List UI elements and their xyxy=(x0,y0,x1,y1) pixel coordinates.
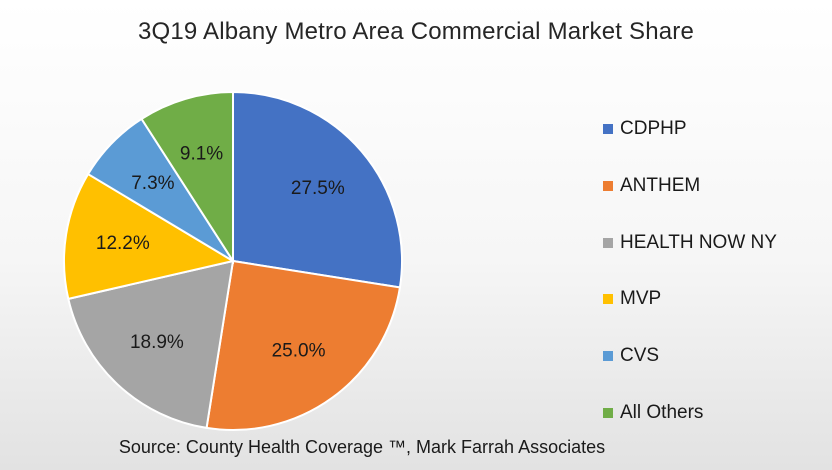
chart-title: 3Q19 Albany Metro Area Commercial Market… xyxy=(137,18,695,45)
data-label-cvs: 7.3% xyxy=(131,173,174,194)
pie-slice-mvp xyxy=(63,172,236,301)
data-label-cdphp: 27.5% xyxy=(291,178,345,199)
pie-slice-health-now-ny xyxy=(67,259,235,430)
data-label-all-others: 9.1% xyxy=(180,143,223,164)
legend-swatch xyxy=(603,408,613,418)
legend-swatch xyxy=(603,124,613,134)
legend-swatch xyxy=(603,351,613,362)
data-label-health-now-ny: 18.9% xyxy=(130,332,184,353)
legend-label: HEALTH NOW NY xyxy=(620,231,777,253)
legend-label: CDPHP xyxy=(620,118,687,139)
legend-swatch xyxy=(603,237,613,248)
legend-swatch xyxy=(603,294,613,305)
data-label-anthem: 25.0% xyxy=(272,341,326,362)
source-note: Source: County Health Coverage ™, Mark F… xyxy=(118,437,606,457)
pie-slice-anthem xyxy=(205,259,402,431)
legend-label: ANTHEM xyxy=(620,174,701,196)
data-label-mvp: 12.2% xyxy=(96,233,150,254)
pie-slice-cdphp xyxy=(232,90,403,289)
legend-label: All Others xyxy=(620,402,704,423)
legend-swatch xyxy=(603,180,613,191)
legend-label: MVP xyxy=(620,288,662,310)
pie-slice-all-others xyxy=(140,90,234,265)
legend-label: CVS xyxy=(620,345,660,367)
